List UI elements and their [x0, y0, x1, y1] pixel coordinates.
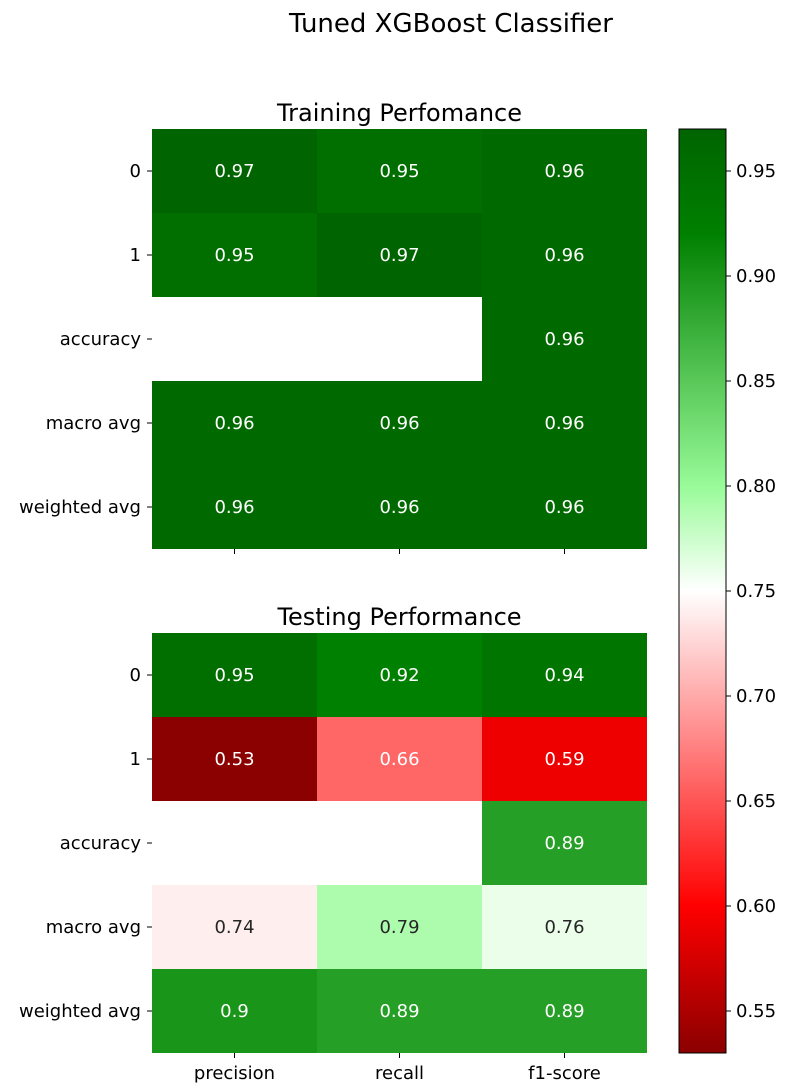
heatmap-cell: [152, 969, 317, 1053]
cell-value-label: 0.9: [220, 1001, 249, 1022]
x-tick-label: recall: [375, 1063, 424, 1084]
y-tick-label: macro avg: [46, 917, 141, 938]
heatmap-cell: [317, 381, 482, 465]
heatmap-cell: [482, 129, 647, 213]
colorbar-tick-label: 0.90: [736, 266, 776, 287]
colorbar-tick-label: 0.85: [736, 371, 776, 392]
heatmap-cell: [482, 213, 647, 297]
cell-value-label: 0.89: [544, 1001, 584, 1022]
heatmap-cell: [317, 633, 482, 717]
heatmap-cell: [152, 297, 317, 381]
heatmap-cell: [482, 969, 647, 1053]
heatmap-cell: [152, 633, 317, 717]
y-tick-label: macro avg: [46, 413, 141, 434]
heatmap-cell: [152, 381, 317, 465]
heatmap-cell: [152, 801, 317, 885]
y-tick-label: 1: [130, 749, 141, 770]
heatmap-cell: [152, 717, 317, 801]
heatmap-cell: [317, 717, 482, 801]
cell-value-label: 0.53: [214, 749, 254, 770]
y-tick-label: weighted avg: [19, 1001, 141, 1022]
cell-value-label: 0.89: [544, 833, 584, 854]
cell-value-label: 0.95: [379, 161, 419, 182]
colorbar-tick-label: 0.70: [736, 686, 776, 707]
heatmap-cell: [317, 885, 482, 969]
x-tick-label: precision: [194, 1063, 275, 1084]
colorbar-tick-label: 0.95: [736, 161, 776, 182]
cell-value-label: 0.96: [544, 329, 584, 350]
cell-value-label: 0.66: [379, 749, 419, 770]
heatmap-cell: [482, 381, 647, 465]
training-panel: Training Perfomance 0.97 0.95 0.96 0.95 0.97 0…: [19, 99, 647, 554]
heatmap-cell: [317, 801, 482, 885]
panel-title: Testing Performance: [276, 603, 521, 631]
heatmap-cell: [317, 213, 482, 297]
colorbar-tick-label: 0.60: [736, 896, 776, 917]
colorbar-tick-label: 0.80: [736, 476, 776, 497]
x-tick-label: f1-score: [528, 1063, 601, 1084]
y-tick-label: accuracy: [60, 833, 142, 854]
y-tick-label: accuracy: [60, 329, 142, 350]
cell-value-label: 0.76: [544, 917, 584, 938]
cell-value-label: 0.96: [544, 245, 584, 266]
heatmap-cell: [152, 885, 317, 969]
y-tick-label: 0: [130, 665, 141, 686]
heatmap-cell: [482, 465, 647, 549]
cell-value-label: 0.95: [214, 665, 254, 686]
cell-value-label: 0.94: [544, 665, 584, 686]
heatmap-cell: [482, 633, 647, 717]
cell-value-label: 0.96: [544, 161, 584, 182]
heatmap-cell: [482, 801, 647, 885]
testing-panel: Testing Performance 0.95 0.92 0.94 0.53 0.66 0…: [19, 603, 647, 1084]
heatmap-cell: [317, 465, 482, 549]
colorbar-gradient: [678, 128, 727, 1054]
cell-value-label: 0.96: [379, 413, 419, 434]
cell-value-label: 0.92: [379, 665, 419, 686]
heatmap-cell: [482, 717, 647, 801]
cell-value-label: 0.97: [379, 245, 419, 266]
heatmap-cell: [482, 297, 647, 381]
colorbar-tick-label: 0.65: [736, 791, 776, 812]
y-tick-label: weighted avg: [19, 497, 141, 518]
cell-value-label: 0.74: [214, 917, 254, 938]
cell-value-label: 0.96: [544, 497, 584, 518]
heatmap-cell: [317, 969, 482, 1053]
cell-value-label: 0.97: [214, 161, 254, 182]
colorbar-tick-label: 0.55: [736, 1001, 776, 1022]
cell-value-label: 0.96: [379, 497, 419, 518]
cell-value-label: 0.96: [544, 413, 584, 434]
heatmap-cell: [317, 129, 482, 213]
heatmap-cell: [152, 213, 317, 297]
colorbar-tick-label: 0.75: [736, 581, 776, 602]
figure-title: Tuned XGBoost Classifier: [288, 9, 613, 39]
heatmap-cell: [317, 297, 482, 381]
colorbar: 0.55 0.60 0.65 0.70 0.75 0.80 0.85 0.90 0.95: [678, 128, 776, 1054]
cell-value-label: 0.89: [379, 1001, 419, 1022]
y-tick-label: 0: [130, 161, 141, 182]
cell-value-label: 0.59: [544, 749, 584, 770]
heatmap-cell: [482, 885, 647, 969]
heatmap-cell: [152, 465, 317, 549]
heatmap-cell: [152, 129, 317, 213]
cell-value-label: 0.96: [214, 413, 254, 434]
cell-value-label: 0.95: [214, 245, 254, 266]
cell-value-label: 0.79: [379, 917, 419, 938]
cell-value-label: 0.96: [214, 497, 254, 518]
y-tick-label: 1: [130, 245, 141, 266]
panel-title: Training Perfomance: [276, 99, 522, 127]
